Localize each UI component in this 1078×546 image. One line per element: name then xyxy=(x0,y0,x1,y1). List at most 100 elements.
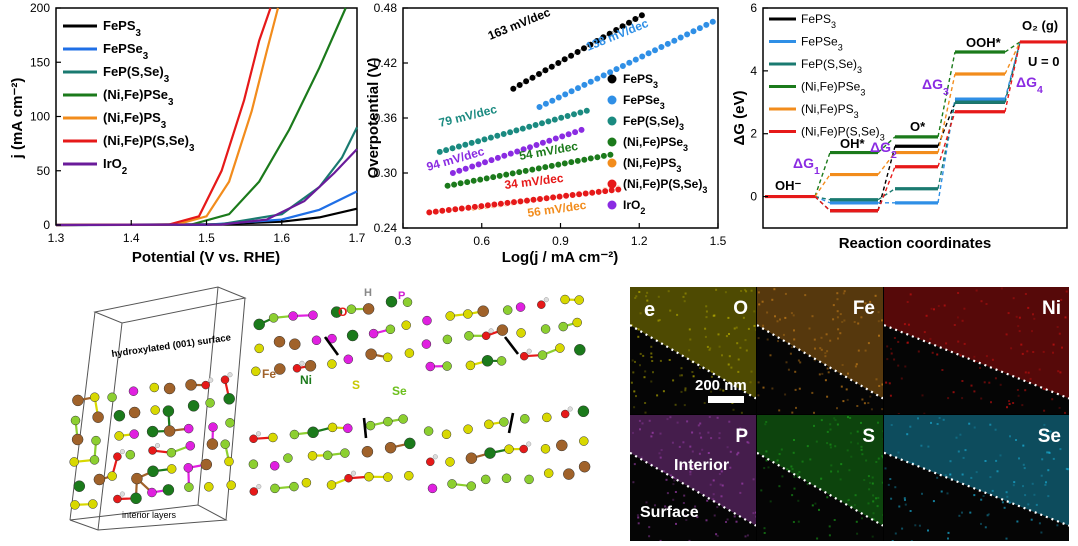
tile-speckle xyxy=(728,333,730,335)
point-ni-fe-pse3 xyxy=(463,178,471,186)
tile-speckle xyxy=(733,327,736,330)
tile-speckle xyxy=(634,297,637,299)
tile-speckle xyxy=(683,300,686,303)
boundary-line xyxy=(630,324,756,400)
x-tick-label: 1.6 xyxy=(273,231,290,245)
point-ni-fe-pse3 xyxy=(470,177,478,185)
tile-speckle xyxy=(679,374,682,377)
tile-speckle xyxy=(791,494,794,497)
tile-speckle xyxy=(735,520,738,523)
tile-speckle xyxy=(635,395,637,398)
tile-speckle xyxy=(740,290,743,292)
tile-speckle xyxy=(1008,403,1011,405)
tile-speckle xyxy=(877,457,880,460)
legend-label: (Ni,Fe)PS3 xyxy=(623,156,681,174)
tile-speckle xyxy=(821,372,824,375)
tile-speckle xyxy=(1017,325,1020,328)
tile-speckle xyxy=(697,424,700,427)
y-tick-label: 100 xyxy=(30,110,50,124)
tile-speckle xyxy=(634,360,636,363)
point-fep-s-se-3 xyxy=(493,132,501,140)
tile-speckle xyxy=(633,390,636,393)
tile-speckle xyxy=(832,304,835,307)
point-ni-fe-p-s-se-3 xyxy=(601,187,609,195)
tile-speckle xyxy=(930,421,932,424)
tile-speckle xyxy=(757,291,760,294)
tile-speckle xyxy=(684,514,687,517)
tile-speckle xyxy=(846,398,849,401)
atom xyxy=(351,470,357,476)
tile-speckle xyxy=(904,365,907,368)
tile-speckle xyxy=(985,303,988,305)
tile-speckle xyxy=(718,467,721,470)
atom xyxy=(130,492,142,505)
tile-speckle xyxy=(680,390,683,393)
atom xyxy=(88,499,98,509)
tile-speckle xyxy=(706,499,709,502)
tile-speckle xyxy=(658,319,661,321)
tile-speckle xyxy=(1007,312,1010,315)
atom xyxy=(288,311,298,321)
atom xyxy=(447,479,457,489)
link-ni-fe-ps3 xyxy=(814,174,831,197)
point-iro2 xyxy=(487,156,496,164)
atom xyxy=(269,461,280,471)
atom xyxy=(273,335,286,348)
tile-speckle xyxy=(856,532,859,535)
tile-speckle xyxy=(1056,524,1059,527)
tile-speckle xyxy=(703,402,706,404)
tile-speckle xyxy=(932,500,935,503)
link-ni-fe-ps3 xyxy=(877,152,896,175)
scale-label: 200 nm xyxy=(695,377,747,394)
tile-speckle xyxy=(1042,350,1045,353)
tile-speckle xyxy=(872,518,875,521)
tile-speckle xyxy=(874,294,877,297)
point-fepse3 xyxy=(542,100,550,108)
atom xyxy=(128,406,141,419)
tile-speckle xyxy=(829,446,832,449)
tile-speckle xyxy=(877,320,880,323)
tile-speckle xyxy=(716,506,719,509)
tile-speckle xyxy=(906,301,909,303)
tile-speckle xyxy=(820,348,823,351)
free-energy-chart: 0 2 4 6 FePS3 FePSe3 FeP(S,Se)3 (Ni,Fe)PSe3 (Ni… xyxy=(731,1,1068,252)
panel-letter: e xyxy=(644,299,655,321)
point-feps3 xyxy=(548,63,556,71)
atom xyxy=(113,409,126,422)
tile-speckle xyxy=(632,371,635,374)
eds-tile-fe: Fe xyxy=(757,287,883,414)
legend-marker xyxy=(607,179,617,189)
tile-speckle xyxy=(780,448,783,451)
atom xyxy=(421,339,432,349)
y-tick-label: 0.48 xyxy=(374,1,398,15)
delta-g-label: ΔG1 xyxy=(793,155,820,177)
tile-speckle xyxy=(715,533,718,536)
atom xyxy=(299,360,305,366)
tile-speckle xyxy=(996,470,999,473)
tile-speckle xyxy=(704,335,707,338)
tile-speckle xyxy=(721,505,724,508)
tile-speckle xyxy=(672,476,675,479)
atom xyxy=(385,324,396,335)
tile-speckle xyxy=(701,448,704,451)
tile-speckle xyxy=(864,349,867,352)
tile-speckle xyxy=(744,288,746,291)
tile-speckle xyxy=(632,431,634,434)
atom xyxy=(574,344,586,356)
atom xyxy=(346,329,359,342)
slope-label: 163 mV/dec xyxy=(486,5,553,43)
atom xyxy=(274,363,286,375)
atom xyxy=(361,445,374,458)
tile-speckle xyxy=(836,298,839,301)
atom xyxy=(131,472,143,485)
tile-speckle xyxy=(1020,343,1023,346)
point-iro2 xyxy=(494,154,502,162)
tile-speckle xyxy=(773,288,776,291)
tile-speckle xyxy=(1022,444,1025,447)
tile-speckle xyxy=(1012,484,1015,487)
tile-speckle xyxy=(752,512,755,515)
curve-fep-s-se-3 xyxy=(55,126,358,227)
atom xyxy=(147,465,159,478)
link-ni-fe-p-s-se-3 xyxy=(814,196,831,212)
point-fepse3 xyxy=(702,21,710,29)
